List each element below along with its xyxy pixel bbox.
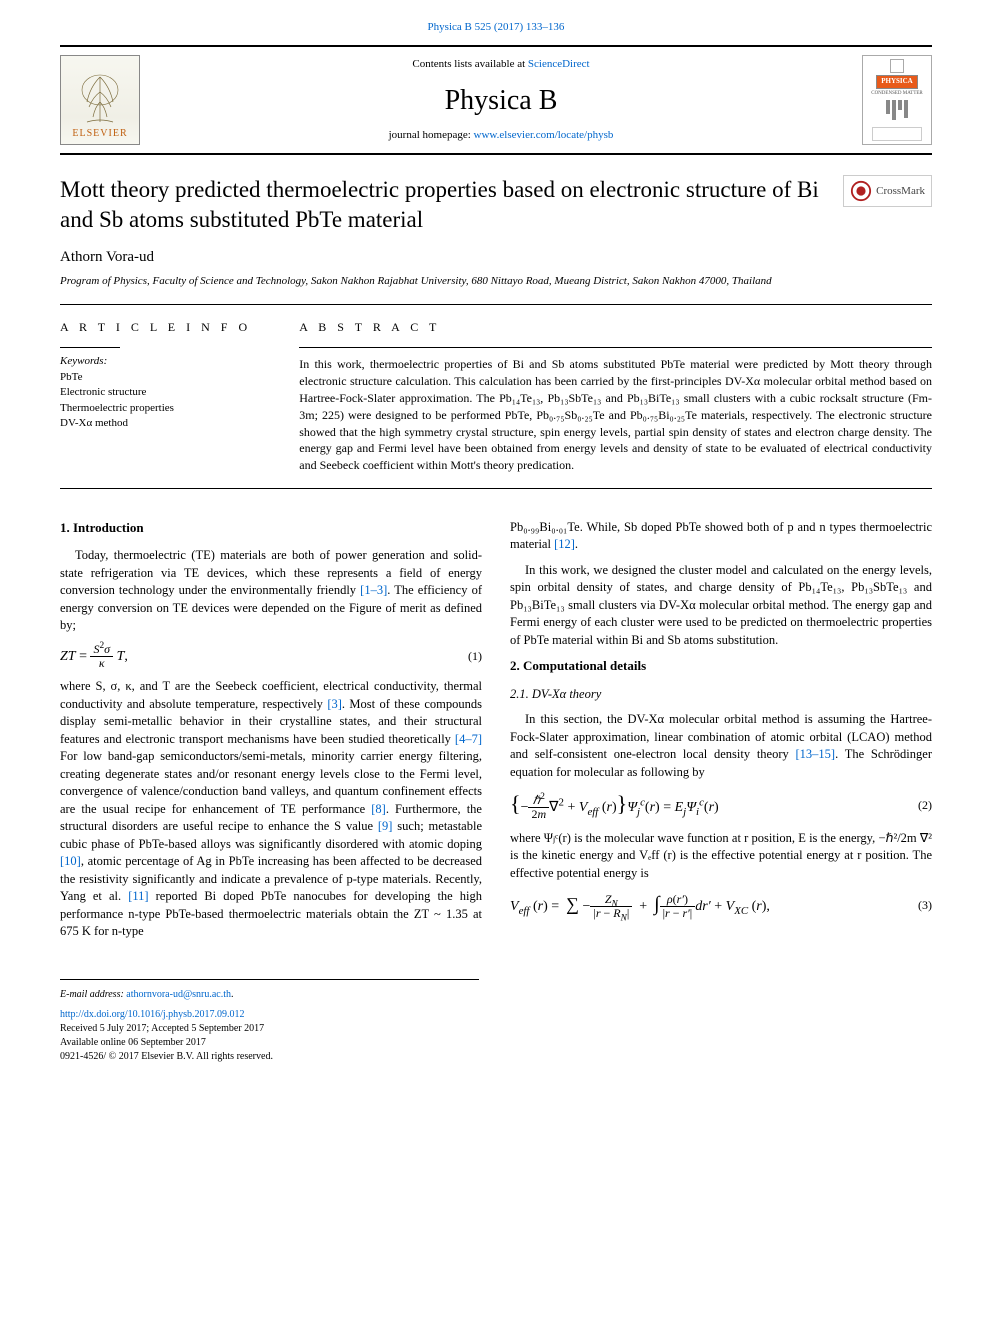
article-info: A R T I C L E I N F O Keywords: PbTe Ele… — [60, 319, 269, 474]
title-row: Mott theory predicted thermoelectric pro… — [60, 175, 932, 235]
abstract-text: In this work, thermoelectric properties … — [299, 356, 932, 474]
right-column: Pb₀.₉₉Bi₀.₀₁Te. While, Sb doped PbTe sho… — [510, 519, 932, 949]
ref-link[interactable]: [13–15] — [796, 747, 836, 761]
header-center: Contents lists available at ScienceDirec… — [140, 57, 862, 143]
equation-3: Veff (r) = ∑ −ZN|r − RN| + ∫ρ(r′)|r − r′… — [510, 890, 932, 920]
keyword: DV-Xα method — [60, 416, 269, 431]
keyword: Thermoelectric properties — [60, 401, 269, 416]
ref-link[interactable]: [9] — [378, 819, 393, 833]
email-link[interactable]: athornvora-ud@snru.ac.th — [126, 989, 231, 1000]
crossmark-badge[interactable]: CrossMark — [843, 175, 932, 207]
paragraph: Pb₀.₉₉Bi₀.₀₁Te. While, Sb doped PbTe sho… — [510, 519, 932, 554]
equation-2: {−ℏ22m∇2 + Veff (r)}Ψjc(r) = EjΨic(r) (2… — [510, 789, 932, 821]
article-title: Mott theory predicted thermoelectric pro… — [60, 175, 831, 235]
paragraph: Today, thermoelectric (TE) materials are… — [60, 547, 482, 635]
article-info-heading: A R T I C L E I N F O — [60, 319, 269, 336]
paragraph: In this section, the DV-Xα molecular orb… — [510, 711, 932, 781]
homepage-line: journal homepage: www.elsevier.com/locat… — [140, 128, 862, 143]
elsevier-tree-icon — [75, 72, 125, 127]
paragraph: where S, σ, κ, and T are the Seebeck coe… — [60, 678, 482, 941]
equation-1: ZT = S2σκ T, (1) — [60, 643, 482, 670]
equation-body: ZT = S2σκ T, — [60, 643, 468, 670]
top-citation: Physica B 525 (2017) 133–136 — [60, 20, 932, 35]
ref-link[interactable]: [12] — [554, 537, 575, 551]
journal-name: Physica B — [140, 81, 862, 120]
email-line: E-mail address: athornvora-ud@snru.ac.th… — [60, 988, 479, 1002]
paragraph: where Ψⱼᶜ(r) is the molecular wave funct… — [510, 830, 932, 883]
keyword: PbTe — [60, 370, 269, 385]
ref-link[interactable]: [4–7] — [455, 732, 482, 746]
equation-body: Veff (r) = ∑ −ZN|r − RN| + ∫ρ(r′)|r − r′… — [510, 890, 918, 920]
section-1-head: 1. Introduction — [60, 519, 482, 537]
contents-prefix: Contents lists available at — [412, 58, 527, 70]
equation-body: {−ℏ22m∇2 + Veff (r)}Ψjc(r) = EjΨic(r) — [510, 789, 918, 821]
doi-link[interactable]: http://dx.doi.org/10.1016/j.physb.2017.0… — [60, 1009, 245, 1020]
body-columns: 1. Introduction Today, thermoelectric (T… — [60, 519, 932, 949]
ref-link[interactable]: [11] — [128, 889, 148, 903]
crossmark-icon — [850, 180, 872, 202]
cover-badge: PHYSICA — [876, 75, 918, 89]
left-column: 1. Introduction Today, thermoelectric (T… — [60, 519, 482, 949]
cover-bars-icon — [886, 100, 908, 120]
elsevier-logo: ELSEVIER — [60, 55, 140, 145]
keyword: Electronic structure — [60, 385, 269, 400]
journal-header: ELSEVIER Contents lists available at Sci… — [60, 45, 932, 155]
cover-emblem — [890, 59, 904, 73]
homepage-link[interactable]: www.elsevier.com/locate/physb — [474, 129, 614, 141]
ref-link[interactable]: [3] — [327, 697, 342, 711]
journal-cover: PHYSICA CONDENSED MATTER — [862, 55, 932, 145]
keywords-head: Keywords: — [60, 355, 107, 367]
equation-number: (3) — [918, 897, 932, 914]
info-rule — [60, 347, 120, 348]
ref-link[interactable]: [10] — [60, 854, 81, 868]
email-label: E-mail address: — [60, 989, 126, 1000]
info-abstract-block: A R T I C L E I N F O Keywords: PbTe Ele… — [60, 305, 932, 488]
equation-number: (2) — [918, 797, 932, 814]
footer: E-mail address: athornvora-ud@snru.ac.th… — [60, 979, 479, 1064]
doi-line: http://dx.doi.org/10.1016/j.physb.2017.0… — [60, 1008, 479, 1022]
copyright-line: 0921-4526/ © 2017 Elsevier B.V. All righ… — [60, 1050, 479, 1064]
sciencedirect-link[interactable]: ScienceDirect — [528, 58, 590, 70]
received-line: Received 5 July 2017; Accepted 5 Septemb… — [60, 1022, 479, 1036]
available-line: Available online 06 September 2017 — [60, 1036, 479, 1050]
equation-number: (1) — [468, 648, 482, 665]
ref-link[interactable]: [1–3] — [360, 583, 387, 597]
paragraph: In this work, we designed the cluster mo… — [510, 562, 932, 650]
cover-footer — [872, 127, 922, 141]
cover-sub: CONDENSED MATTER — [871, 90, 923, 97]
elsevier-brand-text: ELSEVIER — [72, 127, 127, 141]
crossmark-label: CrossMark — [876, 184, 925, 199]
section-2-head: 2. Computational details — [510, 657, 932, 675]
ref-link[interactable]: [8] — [371, 802, 386, 816]
author: Athorn Vora-ud — [60, 247, 932, 268]
homepage-prefix: journal homepage: — [389, 129, 474, 141]
abstract-rule — [299, 347, 932, 348]
divider — [60, 488, 932, 489]
affiliation: Program of Physics, Faculty of Science a… — [60, 274, 932, 289]
citation-link[interactable]: Physica B 525 (2017) 133–136 — [428, 21, 565, 33]
section-2-1-head: 2.1. DV-Xα theory — [510, 686, 932, 704]
abstract-heading: A B S T R A C T — [299, 319, 932, 336]
abstract: A B S T R A C T In this work, thermoelec… — [299, 319, 932, 474]
contents-line: Contents lists available at ScienceDirec… — [140, 57, 862, 72]
text: . — [575, 537, 578, 551]
